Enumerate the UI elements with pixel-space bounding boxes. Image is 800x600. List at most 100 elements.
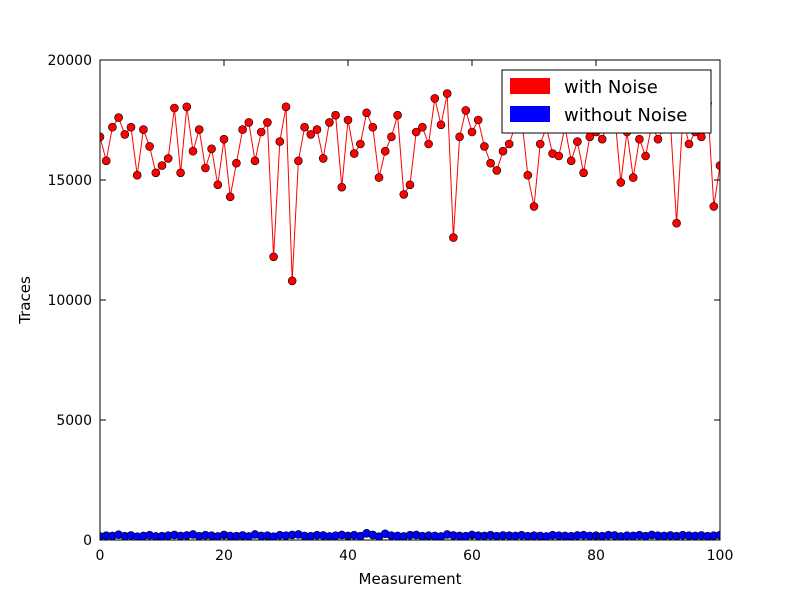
data-point bbox=[616, 178, 626, 187]
data-point bbox=[207, 144, 216, 154]
data-point bbox=[157, 161, 167, 170]
data-point bbox=[597, 134, 607, 144]
data-point bbox=[325, 118, 334, 127]
x-tick-label: 40 bbox=[339, 548, 357, 564]
data-point bbox=[287, 276, 297, 286]
data-point bbox=[100, 132, 105, 142]
data-point bbox=[114, 113, 123, 122]
data-point bbox=[349, 149, 359, 158]
data-point bbox=[684, 139, 694, 149]
data-point bbox=[331, 110, 340, 120]
data-point bbox=[380, 146, 390, 156]
data-point bbox=[697, 132, 706, 142]
data-point bbox=[498, 146, 508, 156]
data-point bbox=[275, 137, 285, 146]
data-point bbox=[461, 106, 471, 115]
data-point bbox=[455, 132, 464, 142]
y-tick-label: 5000 bbox=[56, 413, 92, 429]
x-tick-label: 80 bbox=[587, 548, 605, 564]
data-point bbox=[213, 180, 223, 190]
data-point bbox=[201, 163, 210, 173]
data-point bbox=[523, 170, 533, 180]
x-tick-label: 20 bbox=[215, 548, 233, 564]
data-point bbox=[405, 180, 415, 190]
data-point bbox=[281, 102, 291, 112]
data-point bbox=[715, 530, 720, 540]
data-point bbox=[256, 127, 266, 137]
data-point bbox=[554, 151, 564, 161]
x-tick-label: 60 bbox=[463, 548, 481, 564]
data-point bbox=[480, 142, 489, 151]
legend-label-with-noise: with Noise bbox=[564, 77, 658, 98]
data-point bbox=[393, 110, 402, 120]
y-tick-label: 0 bbox=[83, 533, 92, 549]
data-point bbox=[219, 134, 229, 144]
data-point bbox=[312, 125, 322, 134]
data-point bbox=[263, 118, 272, 127]
ticks-layer: 0 20 40 60 80 100 0 5000 10000 15000 20000 bbox=[47, 53, 733, 564]
data-point bbox=[244, 118, 254, 127]
data-point bbox=[368, 122, 378, 132]
data-point bbox=[343, 115, 353, 125]
data-point bbox=[566, 156, 576, 166]
data-point bbox=[182, 102, 192, 112]
data-point bbox=[337, 182, 347, 192]
series-1 bbox=[100, 528, 720, 540]
data-point bbox=[486, 158, 495, 168]
data-point bbox=[126, 122, 136, 132]
data-point bbox=[418, 122, 427, 132]
data-point bbox=[436, 120, 446, 130]
data-point bbox=[672, 218, 681, 228]
y-tick-label: 15000 bbox=[47, 173, 92, 189]
data-point bbox=[374, 173, 384, 182]
data-point bbox=[641, 151, 650, 161]
data-point bbox=[120, 130, 130, 139]
legend: with Noise without Noise bbox=[501, 69, 712, 134]
data-point bbox=[467, 127, 477, 137]
x-tick-label: 0 bbox=[96, 548, 105, 564]
data-point bbox=[194, 125, 204, 134]
data-point bbox=[579, 168, 588, 178]
data-point bbox=[504, 139, 514, 149]
data-point bbox=[628, 173, 638, 182]
data-point bbox=[132, 170, 142, 180]
data-point bbox=[170, 103, 179, 113]
data-point bbox=[356, 139, 365, 149]
data-point bbox=[473, 115, 483, 125]
data-point bbox=[715, 161, 720, 170]
y-tick-label: 10000 bbox=[47, 293, 92, 309]
y-axis-label: Traces bbox=[16, 276, 34, 325]
data-point bbox=[635, 134, 644, 144]
x-tick-label: 100 bbox=[707, 548, 734, 564]
data-point bbox=[399, 190, 409, 199]
data-point bbox=[318, 154, 328, 163]
data-point bbox=[163, 154, 173, 163]
x-axis-label: Measurement bbox=[359, 570, 462, 588]
data-point bbox=[139, 125, 148, 134]
data-point bbox=[108, 122, 117, 132]
data-point bbox=[573, 137, 582, 146]
data-point bbox=[709, 202, 719, 211]
legend-swatch-without-noise bbox=[510, 106, 550, 122]
data-point bbox=[176, 168, 185, 178]
data-point bbox=[269, 252, 278, 262]
data-point bbox=[238, 125, 247, 134]
data-point bbox=[424, 139, 433, 149]
data-point bbox=[294, 156, 303, 166]
data-point bbox=[145, 142, 154, 151]
data-point bbox=[300, 122, 309, 132]
data-point bbox=[306, 130, 316, 139]
y-tick-label: 20000 bbox=[47, 53, 92, 69]
data-point bbox=[250, 156, 260, 166]
data-point bbox=[188, 146, 198, 156]
data-point bbox=[535, 139, 545, 149]
data-point bbox=[449, 233, 458, 242]
data-point bbox=[529, 202, 539, 211]
data-point bbox=[151, 168, 161, 178]
data-point bbox=[225, 192, 235, 202]
data-point bbox=[362, 108, 371, 118]
data-point bbox=[232, 158, 241, 168]
data-point bbox=[653, 134, 663, 144]
data-point bbox=[430, 94, 440, 103]
